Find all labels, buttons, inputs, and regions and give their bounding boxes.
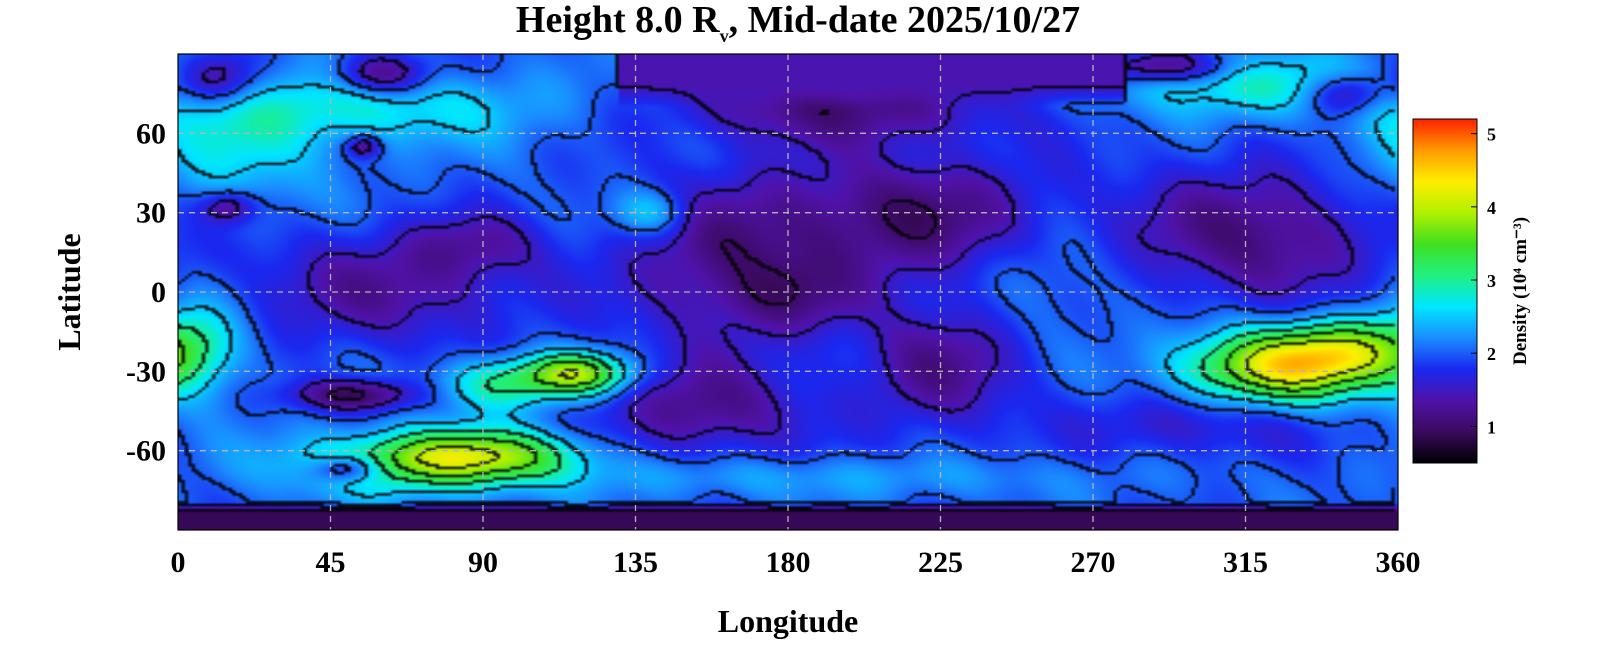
colorbar: 1 2 3 4 5 Density (10⁴ cm⁻³) xyxy=(1412,118,1531,464)
colorbar-scale xyxy=(1412,118,1478,464)
colorbar-tick-label: 4 xyxy=(1487,198,1496,218)
y-tick-label: 0 xyxy=(151,276,166,309)
x-tick-label: 90 xyxy=(468,546,498,579)
colorbar-tick-label: 3 xyxy=(1487,271,1496,291)
x-tick-label: 0 xyxy=(171,546,186,579)
y-tick-label: 30 xyxy=(136,197,166,230)
x-axis-label: Longitude xyxy=(718,603,858,639)
x-tick-label: 180 xyxy=(766,546,811,579)
y-tick-label: 60 xyxy=(136,117,166,150)
x-tick-label: 315 xyxy=(1223,546,1268,579)
plot-frame xyxy=(177,53,1399,531)
grid xyxy=(178,54,1398,530)
x-tick-label: 270 xyxy=(1071,546,1116,579)
y-tick-label: -60 xyxy=(126,435,166,468)
x-tick-label: 45 xyxy=(316,546,346,579)
x-tick-label: 360 xyxy=(1376,546,1421,579)
chart-title: Height 8.0 Rv, Mid-date 2025/10/27 xyxy=(516,0,1080,46)
y-axis-label: Latitude xyxy=(51,233,87,350)
x-axis-ticks: 0 45 90 135 180 225 270 315 360 xyxy=(171,546,1421,579)
x-tick-label: 135 xyxy=(613,546,658,579)
colorbar-ticks: 1 2 3 4 5 xyxy=(1471,125,1496,437)
plot-area xyxy=(177,53,1399,531)
colorbar-label: Density (10⁴ cm⁻³) xyxy=(1510,217,1531,365)
colorbar-tick-label: 2 xyxy=(1487,344,1496,364)
colorbar-tick-label: 1 xyxy=(1487,417,1496,437)
y-tick-label: -30 xyxy=(126,355,166,388)
y-axis-ticks: 60 30 0 -30 -60 xyxy=(126,117,166,467)
colorbar-tick-label: 5 xyxy=(1487,125,1496,145)
x-tick-label: 225 xyxy=(918,546,963,579)
